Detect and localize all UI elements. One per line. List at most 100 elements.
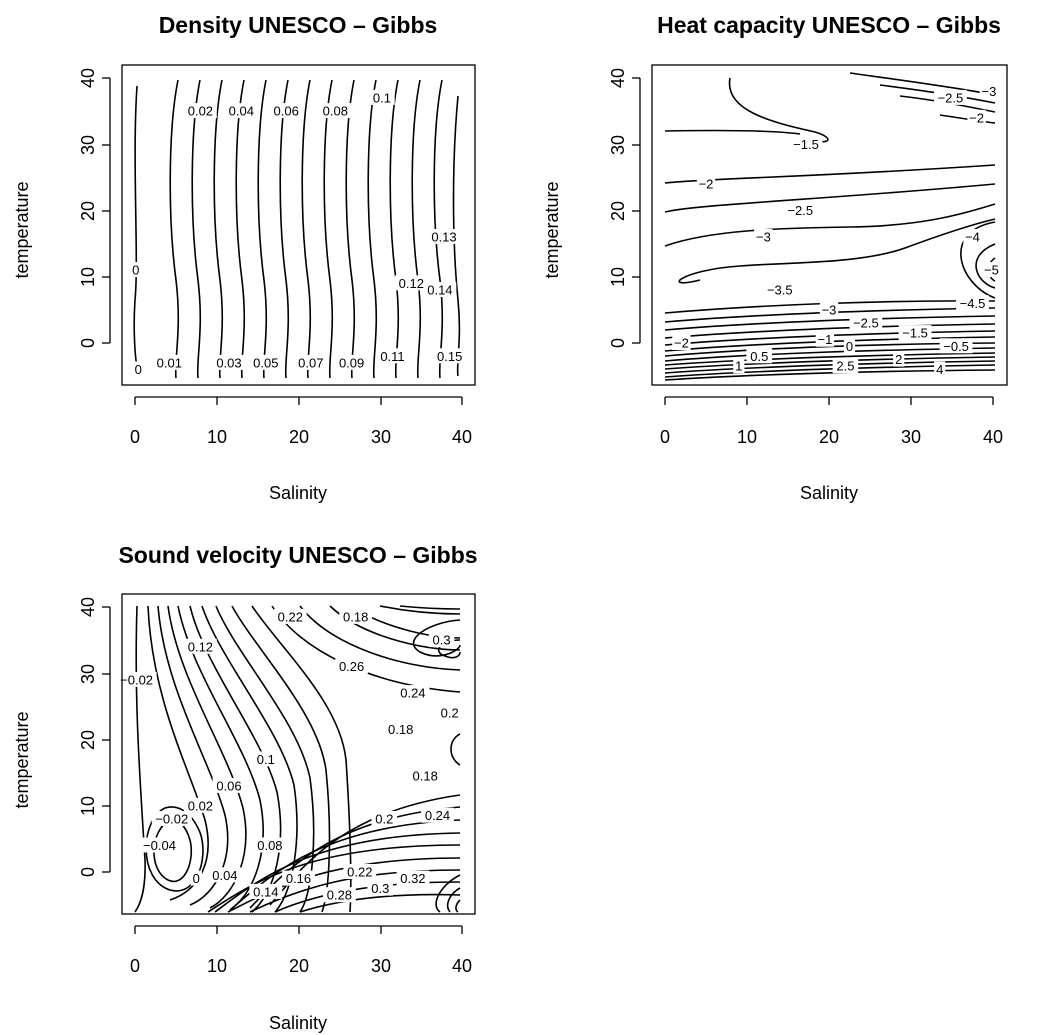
- heat-capacity-contour-label-bg: [696, 176, 716, 191]
- heat-capacity-contour-label-bg: [763, 282, 797, 297]
- heat-capacity-contour-label: −1: [817, 332, 832, 347]
- sound-velocity-contour-label-bg: [421, 807, 454, 823]
- heat-capacity-contour-label-bg: [898, 325, 932, 341]
- sound-velocity-contour-labels: −0.02 0.12 0.22 0.18 0.26 0.24 0.3 0.2 0.18 0.1 0.…: [116, 608, 463, 903]
- density-contour-label: 0.1: [373, 90, 391, 105]
- heat-capacity-contour-label: 2: [895, 352, 902, 367]
- heat-capacity-contour-label: −2: [699, 177, 714, 192]
- heat-capacity-contour-label: −2.5: [938, 90, 964, 105]
- sound-velocity-contour-label: 0.26: [339, 659, 364, 674]
- sound-velocity-contour-label: 0: [193, 871, 200, 886]
- density-contour-label-bg: [376, 348, 409, 364]
- density-contour-label: 0.06: [274, 104, 299, 119]
- sound-velocity-ytick-label: 10: [78, 796, 98, 816]
- sound-velocity-contour-label: 0.18: [343, 609, 368, 624]
- sound-velocity-contour-label: 0.22: [347, 865, 372, 880]
- density-contour-label-bg: [249, 354, 283, 370]
- density-contour-label-bg: [318, 103, 352, 119]
- heat-capacity-contour-label: −2: [674, 336, 689, 351]
- heat-capacity-contour-label-bg: [893, 351, 905, 367]
- density-y-axis: 0 10 20 30 40: [78, 68, 111, 348]
- heat-capacity-contour-label-bg: [733, 358, 745, 374]
- density-contour-label: 0.02: [188, 104, 213, 119]
- sound-velocity-xtick-label: 10: [207, 956, 227, 976]
- heat-capacity-contour-label-bg: [815, 331, 835, 347]
- sound-velocity-contour-label: −0.02: [155, 812, 188, 827]
- density-contour-label-bg: [394, 275, 428, 291]
- density-xlabel: Salinity: [269, 483, 327, 503]
- heat-capacity-contour-label-bg: [979, 83, 999, 99]
- heat-capacity-contour-label: −3.5: [767, 283, 793, 298]
- density-contour-label: 0.13: [431, 230, 456, 245]
- sound-velocity-plot-frame: [121, 593, 476, 915]
- density-contour-label-bg: [132, 361, 144, 377]
- heat-capacity-plot-frame: [651, 64, 1008, 386]
- heat-capacity-ylabel: temperature: [542, 181, 562, 278]
- sound-velocity-xtick-label: 20: [289, 956, 309, 976]
- density-ytick-label: 30: [78, 135, 98, 155]
- sound-velocity-contour-label: 0.2: [375, 812, 393, 827]
- sound-velocity-ylabel: temperature: [12, 711, 32, 808]
- density-ylabel: temperature: [12, 181, 32, 278]
- sound-velocity-contour-label: 0.3: [371, 881, 389, 896]
- sound-velocity-contour-label: 0.06: [216, 778, 241, 793]
- density-contour-label-bg: [294, 354, 328, 370]
- heat-capacity-contour-label-bg: [832, 358, 859, 374]
- heat-capacity-xtick-label: 40: [983, 427, 1003, 447]
- heat-capacity-x-axis: 0 10 20 30 40: [660, 396, 1003, 447]
- density-xtick-label: 40: [452, 427, 472, 447]
- sound-velocity-contour-label: 0.32: [400, 871, 425, 886]
- heat-capacity-contour-label: 4: [936, 362, 943, 377]
- sound-velocity-ytick-label: 0: [78, 867, 98, 877]
- heat-capacity-y-axis: 0 10 20 30 40: [608, 68, 641, 348]
- density-x-axis: 0 10 20 30 40: [130, 396, 472, 447]
- heat-capacity-contour-label-bg: [956, 295, 989, 311]
- density-ytick-label: 0: [78, 338, 98, 348]
- density-xtick-label: 20: [289, 427, 309, 447]
- density-contour-label: 0.12: [399, 276, 424, 291]
- density-contour-label-bg: [212, 354, 246, 370]
- sound-velocity-contour-label: 0.28: [327, 888, 352, 903]
- heat-capacity-contour-label-bg: [963, 229, 982, 244]
- density-contour-label: 0: [135, 362, 142, 377]
- heat-capacity-contour-label: 0: [846, 339, 853, 354]
- sound-velocity-contour-label-bg: [384, 721, 418, 737]
- density-contour-labels: 0 0 0.01 0.02 0.03 0.04 0.05 0.06 0.07 0.08 0.09 0.…: [130, 89, 467, 377]
- heat-capacity-contour-label-bg: [789, 136, 823, 152]
- heat-capacity-contour-label: −3: [981, 84, 996, 99]
- heat-capacity-contour-label: −4: [965, 230, 980, 245]
- sound-velocity-contour-label-bg: [249, 883, 283, 899]
- density-contour-label-bg: [184, 103, 217, 119]
- sound-velocity-contour-label: 0.08: [257, 838, 282, 853]
- sound-velocity-contour-label-bg: [253, 751, 279, 767]
- sound-velocity-contour-label: 0.14: [253, 884, 278, 899]
- heat-capacity-contour-label-bg: [967, 109, 986, 125]
- sound-velocity-xtick-label: 0: [130, 956, 140, 976]
- heat-capacity-contour-label: −4.5: [960, 296, 986, 311]
- sound-velocity-contour-label: 0.3: [433, 633, 451, 648]
- sound-velocity-contour-label: 0.18: [388, 722, 413, 737]
- sound-velocity-xtick-label: 40: [452, 956, 472, 976]
- sound-velocity-contour-label-bg: [253, 837, 287, 853]
- density-contour-label: 0: [132, 263, 139, 278]
- density-contour-label-bg: [423, 282, 457, 297]
- sound-velocity-contour-lines: [134, 605, 461, 913]
- density-contour-label: 0.11: [380, 349, 404, 364]
- heat-capacity-contour-label: −2.5: [853, 316, 879, 331]
- sound-velocity-contour-label: −0.02: [120, 672, 153, 687]
- sound-velocity-title: Sound velocity UNESCO – Gibbs: [118, 542, 477, 568]
- density-contour-label-bg: [427, 229, 461, 244]
- density-contour-label-bg: [433, 348, 467, 364]
- sound-velocity-contour-label-bg: [184, 797, 217, 813]
- sound-velocity-ytick-label: 30: [78, 664, 98, 684]
- heat-capacity-contour-label-bg: [746, 348, 773, 364]
- density-title: Density UNESCO – Gibbs: [159, 12, 438, 38]
- sound-velocity-contour-label-bg: [367, 880, 393, 896]
- heat-capacity-xlabel: Salinity: [800, 483, 858, 503]
- heat-capacity-contour-label: −1.5: [902, 326, 928, 341]
- heat-capacity-contour-label-bg: [939, 338, 973, 354]
- sound-velocity-x-axis: 0 10 20 30 40: [130, 925, 472, 976]
- sound-velocity-contour-label-bg: [371, 811, 398, 826]
- heat-capacity-ytick-label: 10: [608, 267, 628, 287]
- sound-velocity-contour-label-bg: [139, 837, 180, 853]
